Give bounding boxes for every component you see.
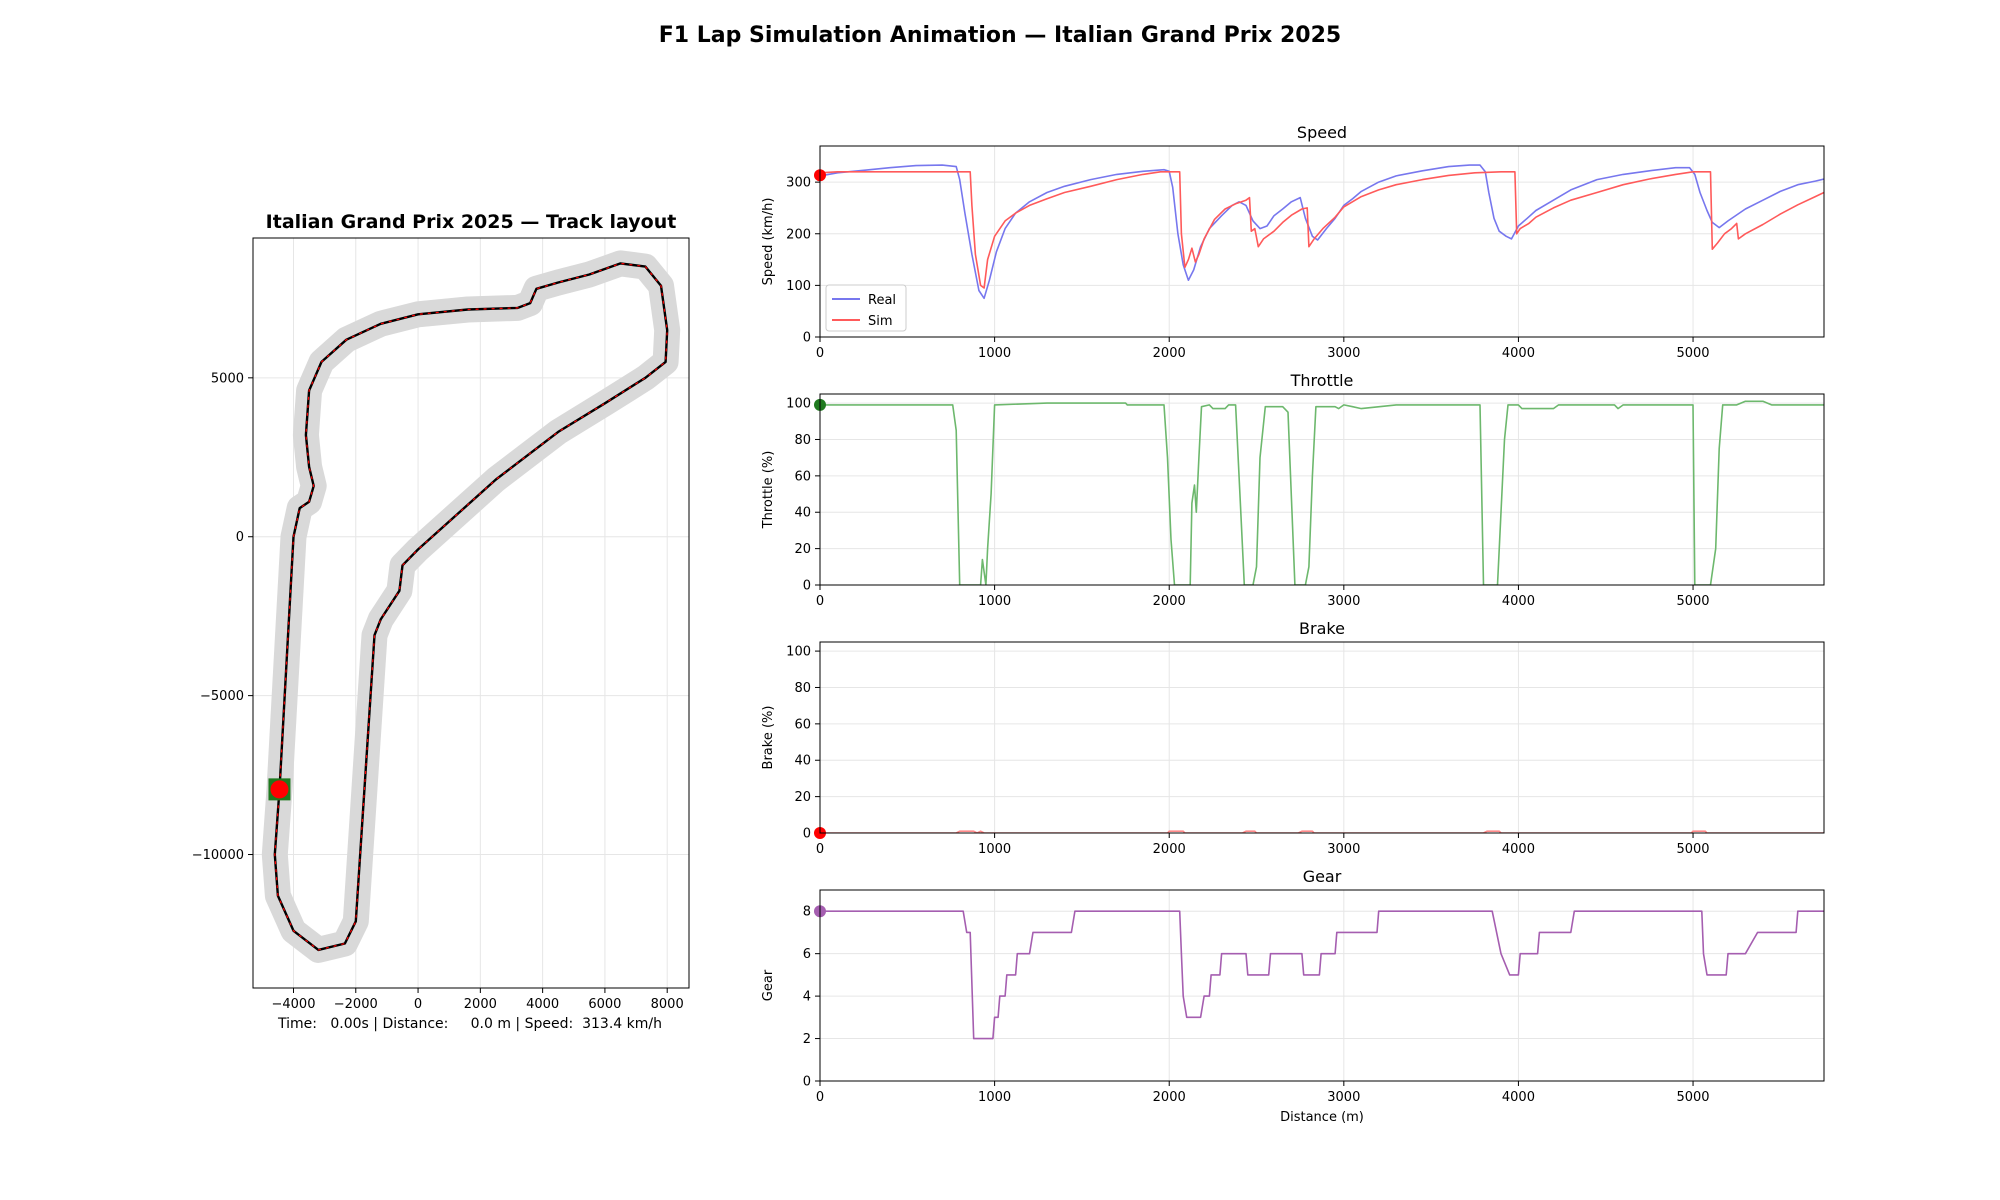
- x-tick-label: 5000: [1676, 594, 1709, 609]
- y-tick-label: 2: [803, 1032, 811, 1047]
- gear-series-line: [820, 910, 1824, 1040]
- brake-ylabel: Brake (%): [761, 706, 776, 770]
- speed-series-real: [820, 164, 1824, 300]
- x-tick-label: 2000: [1153, 594, 1186, 609]
- gear-plot-area: [820, 910, 1824, 1040]
- x-tick-label: 0: [414, 997, 422, 1012]
- x-tick-label: 4000: [1502, 346, 1535, 361]
- speed-axes: 0 1000 2000 3000 4000 5000 0 100 200 300 Speed Spee…: [761, 123, 1825, 361]
- throttle-axes: 0 1000 2000 3000 4000 5000 0 20 40 60 80 100 Throttl…: [761, 371, 1825, 609]
- y-tick-label: 40: [794, 754, 811, 769]
- gear-axes: 0 1000 2000 3000 4000 5000 0 2 4 6 8 Gear Gear Distan…: [761, 867, 1825, 1125]
- x-tick-label: 3000: [1327, 1090, 1360, 1105]
- status-readout: Time: 0.00s | Distance: 0.0 m | Speed: 3…: [277, 1016, 662, 1032]
- y-tick-label: 100: [786, 397, 811, 412]
- x-tick-label: 4000: [1502, 594, 1535, 609]
- axes-frame: [819, 889, 1825, 1082]
- x-tick-label: 1000: [978, 842, 1011, 857]
- y-tick-label: 300: [786, 176, 811, 191]
- y-tick-label: 20: [794, 542, 811, 557]
- speed-plot-area: [820, 164, 1824, 300]
- y-tick-label: 5000: [211, 371, 244, 386]
- x-tick-label: 5000: [1676, 1090, 1709, 1105]
- car-marker: [270, 780, 289, 799]
- y-tick-label: 100: [786, 645, 811, 660]
- brake-axes: 0 1000 2000 3000 4000 5000 0 20 40 60 80 100 Brake Br…: [761, 619, 1825, 857]
- gear-ylabel: Gear: [761, 969, 776, 1001]
- x-tick-label: 0: [816, 842, 824, 857]
- axes-frame: [819, 145, 1825, 338]
- track-band: [261, 250, 681, 963]
- axes-frame: [819, 393, 1825, 586]
- y-tick-label: 60: [794, 717, 811, 732]
- y-tick-label: 100: [786, 279, 811, 294]
- x-tick-label: −2000: [334, 997, 378, 1012]
- y-tick-label: 80: [794, 681, 811, 696]
- x-tick-label: 2000: [1153, 346, 1186, 361]
- axes-frame: [819, 641, 1825, 834]
- brake-plot-area: [820, 830, 1824, 833]
- throttle-plot-area: [820, 400, 1824, 585]
- sim-path: [274, 262, 668, 951]
- y-tick-label: 60: [794, 469, 811, 484]
- speed-legend: Real Sim: [825, 284, 907, 332]
- y-tick-label: 8: [803, 905, 811, 920]
- x-tick-label: 0: [816, 1090, 824, 1105]
- y-tick-label: 40: [794, 506, 811, 521]
- x-tick-label: 1000: [978, 1090, 1011, 1105]
- throttle-ylabel: Throttle (%): [761, 451, 776, 530]
- y-tick-label: 4: [803, 990, 811, 1005]
- x-tick-label: 0: [816, 346, 824, 361]
- x-tick-label: 3000: [1327, 594, 1360, 609]
- throttle-series-line: [820, 400, 1824, 585]
- y-tick-label: 0: [803, 827, 811, 842]
- x-tick-label: 1000: [978, 594, 1011, 609]
- legend-box: [825, 284, 907, 332]
- y-tick-label: −10000: [192, 848, 244, 863]
- axes-frame: [252, 237, 690, 989]
- x-tick-label: 1000: [978, 346, 1011, 361]
- x-tick-label: −4000: [271, 997, 315, 1012]
- speed-series-sim: [820, 171, 1824, 289]
- y-tick-label: 6: [803, 947, 811, 962]
- legend-label: Sim: [868, 314, 893, 329]
- y-tick-label: 80: [794, 433, 811, 448]
- x-tick-label: 2000: [464, 997, 497, 1012]
- x-tick-label: 4000: [1502, 1090, 1535, 1105]
- y-tick-label: 0: [803, 579, 811, 594]
- x-tick-label: 8000: [651, 997, 684, 1012]
- speed-title: Speed: [1297, 123, 1347, 142]
- x-tick-label: 3000: [1327, 842, 1360, 857]
- gear-title: Gear: [1303, 867, 1342, 886]
- x-tick-label: 4000: [526, 997, 559, 1012]
- figure-suptitle: F1 Lap Simulation Animation — Italian Gr…: [659, 23, 1341, 48]
- y-tick-label: 200: [786, 227, 811, 242]
- brake-title: Brake: [1299, 619, 1345, 638]
- track-layout-axes: −4000 −2000 0 2000 4000 6000 8000 −10000 −5000 0 5…: [192, 211, 690, 1012]
- y-tick-label: 20: [794, 790, 811, 805]
- gear-xlabel: Distance (m): [1280, 1110, 1364, 1125]
- y-tick-label: −5000: [200, 689, 244, 704]
- y-tick-label: 0: [236, 530, 244, 545]
- x-tick-label: 2000: [1153, 842, 1186, 857]
- speed-ylabel: Speed (km/h): [761, 198, 776, 286]
- track-plot-area: [261, 250, 681, 963]
- x-tick-label: 2000: [1153, 1090, 1186, 1105]
- legend-label: Real: [868, 293, 896, 308]
- x-tick-label: 0: [816, 594, 824, 609]
- x-tick-label: 3000: [1327, 346, 1360, 361]
- y-tick-label: 0: [803, 331, 811, 346]
- throttle-title: Throttle: [1290, 371, 1354, 390]
- x-tick-label: 5000: [1676, 346, 1709, 361]
- x-tick-label: 6000: [588, 997, 621, 1012]
- x-tick-label: 5000: [1676, 842, 1709, 857]
- brake-series-line: [820, 830, 1824, 833]
- track-title: Italian Grand Prix 2025 — Track layout: [266, 211, 677, 233]
- x-tick-label: 4000: [1502, 842, 1535, 857]
- y-tick-label: 0: [803, 1075, 811, 1090]
